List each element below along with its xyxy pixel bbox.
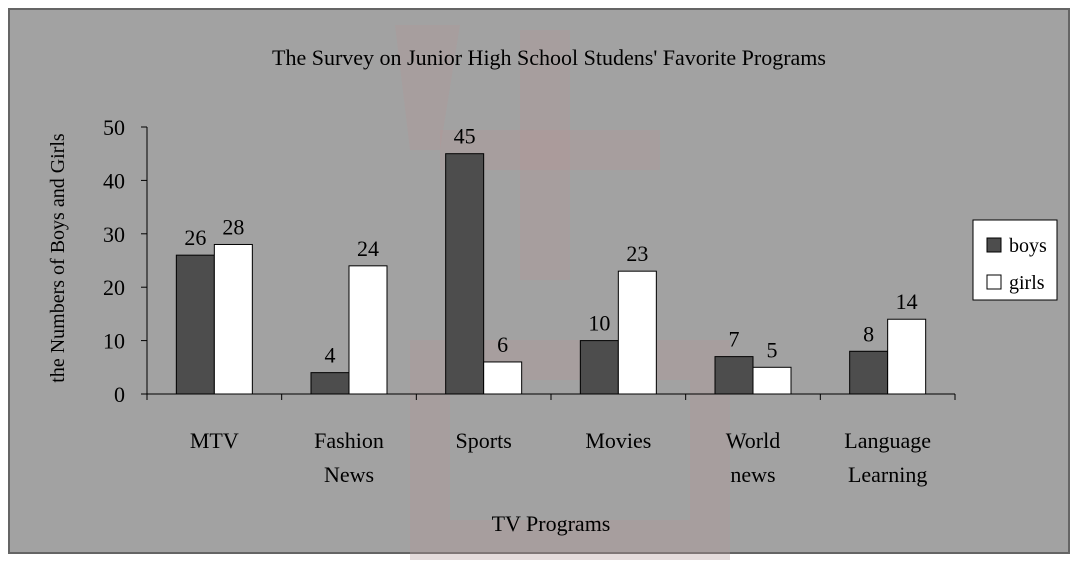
data-label-girls: 5 [767,337,778,362]
data-label-boys: 10 [588,311,610,336]
x-tick-label: Fashion [314,428,384,453]
data-label-boys: 45 [454,124,476,149]
data-label-girls: 6 [497,332,508,357]
bar-girls [348,265,388,395]
bar-boys [579,340,619,395]
legend-box [972,219,1058,301]
data-label-boys: 7 [729,327,740,352]
x-tick-label: Movies [585,428,651,453]
bar-girls [887,318,927,395]
chart-title: The Survey on Junior High School Studens… [272,45,826,70]
x-axis-label: TV Programs [492,511,611,536]
data-label-boys: 8 [863,321,874,346]
bar-boys [849,350,889,395]
bar-boys [175,254,215,395]
data-label-boys: 4 [325,343,336,368]
bar-girls [213,243,253,395]
x-tick-label: Learning [848,462,927,487]
axes [141,126,956,400]
bar-boys [445,153,485,395]
x-tick-label: News [324,462,374,487]
y-tick-labels: 0 10 20 30 40 50 [103,115,125,407]
x-tick-label: World [726,428,780,453]
x-tick-label: Language [844,428,931,453]
bar-girls [617,270,657,395]
data-label-girls: 14 [896,289,918,314]
y-tick-label: 40 [103,168,125,193]
y-axis-label: the Numbers of Boys and Girls [47,133,69,383]
y-tick-label: 20 [103,275,125,300]
bar-girls [752,366,792,395]
data-label-girls: 24 [357,236,379,261]
bar-boys [714,356,754,395]
legend-swatch-girls [986,274,1002,290]
x-tick-label: MTV [190,428,239,453]
data-label-girls: 23 [626,241,648,266]
data-label-boys: 26 [184,225,206,250]
bar-boys [310,372,350,395]
data-label-girls: 28 [222,214,244,239]
y-tick-label: 50 [103,115,125,140]
y-tick-label: 0 [114,382,125,407]
legend-label-boys: boys [1009,235,1047,257]
x-tick-label: Sports [456,428,512,453]
data-labels: 26 28 4 24 45 6 10 23 7 5 8 14 [184,124,917,368]
y-tick-label: 10 [103,329,125,354]
x-tick-labels: MTV Fashion News Sports Movies World news Langu… [190,428,931,487]
legend-label-girls: girls [1009,272,1045,294]
legend: boys girls [972,219,1058,301]
bar-girls [483,361,523,395]
bars [175,153,927,395]
x-tick-label: news [730,462,775,487]
y-tick-label: 30 [103,222,125,247]
legend-swatch-boys [986,237,1002,253]
